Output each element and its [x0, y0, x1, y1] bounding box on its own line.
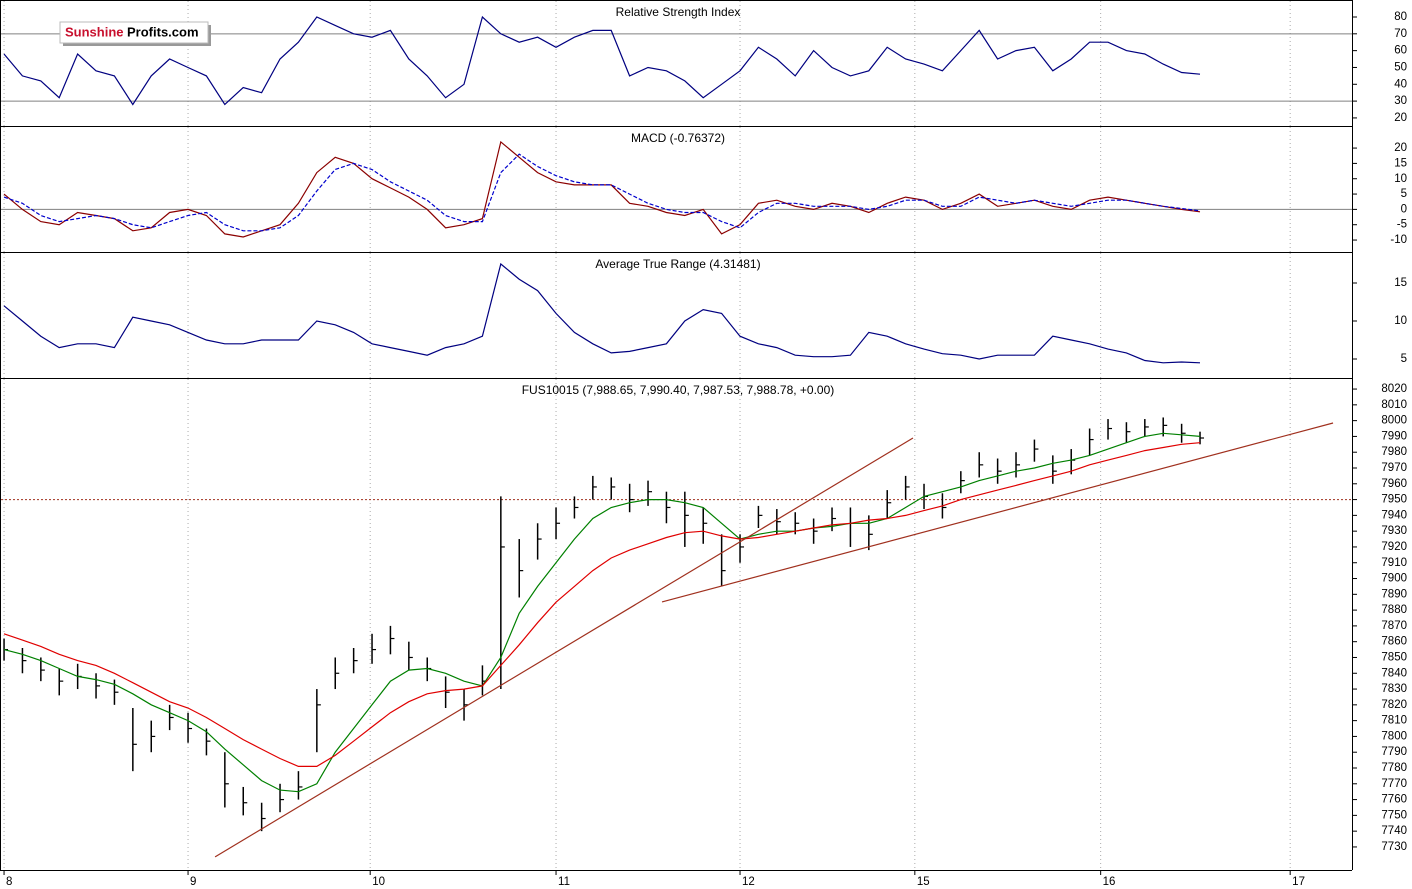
y-tick-label: 5 [1401, 353, 1407, 365]
y-tick-label: 7990 [1381, 430, 1407, 442]
y-tick-label: 7740 [1381, 825, 1407, 837]
moving-average [3, 442, 1201, 767]
y-tick-label: 7970 [1381, 462, 1407, 474]
y-tick-label: 8000 [1381, 415, 1407, 427]
y-tick-label: 7760 [1381, 794, 1407, 806]
y-tick-label: -5 [1397, 219, 1407, 231]
y-tick-label: 7900 [1381, 573, 1407, 585]
y-tick-label: 7780 [1381, 762, 1407, 774]
y-tick-label: 7890 [1381, 588, 1407, 600]
moving-average [3, 432, 1201, 793]
y-tick-label: 7770 [1381, 778, 1407, 790]
y-tick-label: 20 [1394, 112, 1407, 124]
y-tick-label: 7800 [1381, 730, 1407, 742]
x-tick-label: 15 [917, 876, 930, 888]
logo: Sunshine Profits.com [59, 21, 211, 46]
y-tick-label: 7870 [1381, 620, 1407, 632]
y-tick-label: 10 [1394, 173, 1407, 185]
y-tick-label: 15 [1394, 157, 1407, 169]
indicator-line [3, 153, 1201, 232]
y-tick-label: 7730 [1381, 841, 1407, 853]
y-tick-label: 50 [1394, 61, 1407, 73]
x-tick-label: 9 [190, 876, 196, 888]
x-tick-label: 16 [1103, 876, 1116, 888]
x-tick-label: 17 [1292, 876, 1305, 888]
y-tick-label: 10 [1394, 315, 1407, 327]
y-tick-label: 7880 [1381, 604, 1407, 616]
trend-line [661, 422, 1334, 603]
y-tick-label: 5 [1401, 188, 1407, 200]
logo-text: Sunshine [65, 24, 124, 39]
trend-line [214, 437, 914, 858]
frame [0, 0, 1353, 871]
y-tick-label: -10 [1390, 234, 1407, 246]
x-tick-label: 8 [6, 876, 12, 888]
y-tick-label: 7930 [1381, 525, 1407, 537]
y-tick-label: 70 [1394, 28, 1407, 40]
y-tick-label: 7920 [1381, 541, 1407, 553]
y-tick-label: 7960 [1381, 478, 1407, 490]
y-tick-label: 7830 [1381, 683, 1407, 695]
y-tick-label: 7790 [1381, 746, 1407, 758]
y-tick-label: 7940 [1381, 509, 1407, 521]
panel-title: Relative Strength Index [616, 5, 741, 19]
y-tick-label: 7980 [1381, 446, 1407, 458]
panel-title: FUS10015 (7,988.65, 7,990.40, 7,987.53, … [522, 383, 835, 397]
x-tick-label: 12 [742, 876, 755, 888]
y-tick-label: 7840 [1381, 667, 1407, 679]
y-tick-label: 7860 [1381, 636, 1407, 648]
y-tick-label: 7950 [1381, 494, 1407, 506]
x-tick-label: 10 [372, 876, 385, 888]
y-tick-label: 7820 [1381, 699, 1407, 711]
y-tick-label: 7850 [1381, 652, 1407, 664]
x-tick-label: 11 [558, 876, 570, 888]
y-tick-label: 8010 [1381, 399, 1407, 411]
logo-box [59, 21, 209, 44]
indicator-line [3, 15, 1201, 106]
logo-text: Profits.com [127, 24, 199, 39]
y-tick-label: 20 [1394, 142, 1407, 154]
y-tick-label: 80 [1394, 11, 1407, 23]
panel-title: MACD (-0.76372) [631, 131, 725, 145]
y-tick-label: 8020 [1381, 383, 1407, 395]
y-tick-label: 7910 [1381, 557, 1407, 569]
y-tick-label: 0 [1401, 203, 1407, 215]
y-tick-label: 7810 [1381, 715, 1407, 727]
y-tick-label: 30 [1394, 95, 1407, 107]
indicator-line [3, 262, 1201, 364]
y-tick-label: 60 [1394, 45, 1407, 57]
y-tick-label: 40 [1394, 78, 1407, 90]
y-tick-label: 15 [1394, 277, 1407, 289]
panel-title: Average True Range (4.31481) [595, 257, 760, 271]
y-tick-label: 7750 [1381, 809, 1407, 821]
